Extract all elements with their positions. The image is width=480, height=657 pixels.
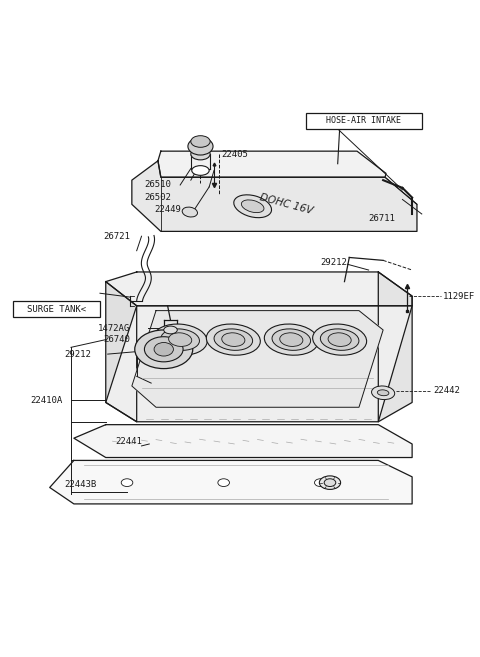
Ellipse shape [153,324,207,355]
Ellipse shape [206,324,260,355]
Bar [306,112,422,129]
Polygon shape [74,424,412,457]
Text: 1129EF: 1129EF [443,292,475,301]
Ellipse shape [192,166,209,175]
Ellipse shape [144,337,183,362]
Ellipse shape [328,333,351,346]
Ellipse shape [154,342,173,356]
Ellipse shape [314,479,326,487]
Text: DOHC 16V: DOHC 16V [259,193,314,216]
Polygon shape [106,306,412,422]
Text: 29212: 29212 [64,350,91,359]
Polygon shape [158,151,386,177]
Text: SURGE TANK<: SURGE TANK< [27,305,86,313]
Ellipse shape [214,329,252,350]
Ellipse shape [280,333,303,346]
Ellipse shape [191,148,210,160]
Ellipse shape [135,330,193,369]
Ellipse shape [372,386,395,399]
Ellipse shape [121,479,133,487]
Bar [13,301,100,317]
Text: 29212: 29212 [320,258,347,267]
Polygon shape [106,272,412,306]
Ellipse shape [161,329,200,350]
Polygon shape [106,282,137,422]
Text: 26740: 26740 [103,335,130,344]
Text: 22449: 22449 [154,204,181,214]
Polygon shape [132,161,417,231]
Text: 26711: 26711 [369,214,396,223]
Ellipse shape [182,207,197,217]
Polygon shape [378,272,412,422]
Ellipse shape [191,136,210,147]
Text: 26510: 26510 [144,181,171,189]
Polygon shape [132,311,383,407]
Text: 22443B: 22443B [64,480,96,489]
Ellipse shape [164,326,177,334]
Ellipse shape [218,479,229,487]
Ellipse shape [377,390,389,396]
Ellipse shape [312,324,367,355]
Ellipse shape [222,333,245,346]
Text: 22441: 22441 [115,437,142,445]
Text: 22442: 22442 [433,386,460,396]
Text: HOSE-AIR INTAKE: HOSE-AIR INTAKE [326,116,401,125]
Ellipse shape [241,200,264,213]
Ellipse shape [319,476,341,489]
Ellipse shape [168,333,192,346]
Text: 1472AG: 1472AG [98,323,130,332]
Text: 22410A: 22410A [30,396,62,405]
Text: 22405: 22405 [222,150,249,158]
Text: 26721: 26721 [103,232,130,240]
Ellipse shape [264,324,318,355]
Ellipse shape [234,195,272,217]
Polygon shape [50,461,412,504]
Ellipse shape [324,479,336,487]
Ellipse shape [188,137,213,155]
Ellipse shape [272,329,311,350]
Text: 26502: 26502 [144,193,171,202]
Ellipse shape [320,329,359,350]
